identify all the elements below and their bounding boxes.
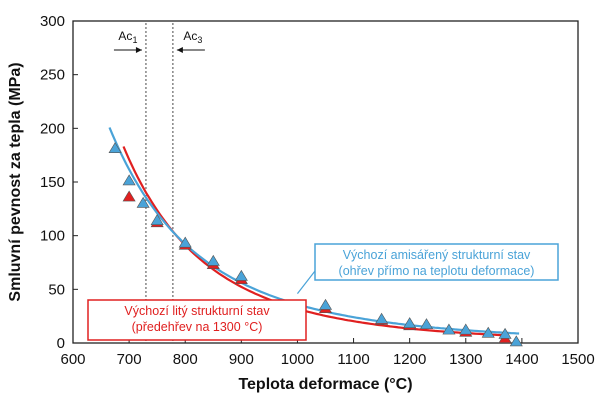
series-2-point <box>442 323 456 335</box>
x-tick-label: 1000 <box>281 351 314 368</box>
legend-text: Výchozí litý strukturní stav <box>124 304 270 318</box>
series-1-point <box>122 190 136 202</box>
series-2-point <box>150 214 164 225</box>
vertical-reference-lines: Ac1 Ac3 <box>113 23 205 343</box>
x-tick-label: 700 <box>117 351 142 368</box>
series-2-point <box>481 326 495 338</box>
series-2-point <box>509 335 523 347</box>
legend-leader-line <box>296 270 316 294</box>
series-2-point <box>318 298 333 310</box>
y-tick-label: 300 <box>40 13 65 30</box>
x-tick-label: 1500 <box>561 351 594 368</box>
series-2-point <box>403 317 417 328</box>
plot-frame <box>72 20 579 344</box>
y-tick-label: 50 <box>48 281 65 298</box>
ac1-arrow-head <box>135 47 142 53</box>
x-tick-label: 1100 <box>337 351 369 368</box>
legend-text: Výchozí amisářený strukturní stav <box>343 248 531 262</box>
data-points <box>108 142 523 347</box>
legend-boxes: Výchozí litý strukturní stav (předehřev n… <box>87 243 559 341</box>
x-tick-label: 900 <box>229 351 254 368</box>
y-tick-label: 100 <box>40 228 65 245</box>
series-2-point <box>206 254 220 266</box>
legend-box-1 <box>87 299 307 341</box>
ticks: 600 700 800 900 1000 1100 1200 1300 1400 1500 0 50 1… <box>40 13 595 368</box>
y-tick-label: 250 <box>40 67 65 84</box>
y-axis-label: Smluvní pevnost za tepla (MPa) <box>7 62 24 301</box>
series-2-point <box>498 327 512 339</box>
series-2-point <box>178 236 192 248</box>
ac3-arrow-head <box>176 47 183 53</box>
series-2-point <box>234 269 248 281</box>
series-2-point <box>108 142 122 154</box>
x-axis-label: Teplota deformace (°C) <box>238 376 412 393</box>
axes <box>72 20 579 344</box>
y-tick-label: 0 <box>57 335 65 352</box>
vline-label: Ac1 <box>118 29 137 45</box>
x-tick-label: 1400 <box>505 351 538 368</box>
x-tick-label: 600 <box>60 351 85 368</box>
x-tick-label: 1200 <box>393 351 426 368</box>
series-2-point <box>136 196 150 208</box>
vline-label: Ac3 <box>183 29 202 45</box>
series-2-point <box>122 174 136 186</box>
y-tick-label: 200 <box>40 120 65 137</box>
legend-text: (ohřev přímo na teplotu deformace) <box>339 264 535 278</box>
series-2-point <box>375 312 389 324</box>
x-tick-label: 800 <box>173 351 198 368</box>
legend-box-2 <box>314 243 559 281</box>
series-2-point <box>419 318 434 330</box>
series-2-point <box>459 323 473 335</box>
legend-text: (předehřev na 1300 °C) <box>132 320 263 334</box>
y-tick-label: 150 <box>40 174 65 191</box>
x-tick-label: 1300 <box>449 351 482 368</box>
